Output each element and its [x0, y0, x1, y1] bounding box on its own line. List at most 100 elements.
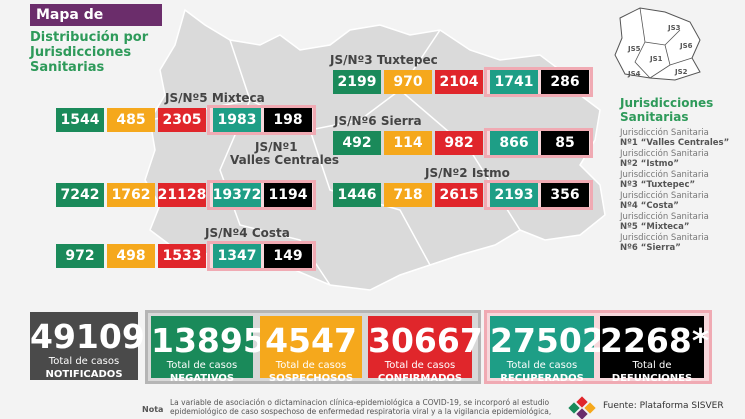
region-value: 2305 — [158, 108, 206, 132]
region-label: JS/Nº4 Costa — [205, 226, 290, 240]
region-label: JS/Nº3 Tuxtepec — [330, 53, 438, 67]
total-value: 13895 — [151, 321, 266, 360]
legend-line: Nº5 “Mixteca” — [620, 222, 690, 232]
total-value: 4547 — [265, 321, 357, 360]
legend-line: Jurisdicción Sanitaria — [620, 212, 709, 222]
legend: Jurisdicción Sanitaria Nº1 “Valles Centra… — [620, 128, 729, 254]
region-value: 114 — [384, 131, 432, 155]
region-value: 7242 — [56, 183, 104, 207]
total-label: SOSPECHOSOS — [268, 373, 354, 384]
region-value: 1544 — [56, 108, 104, 132]
region-value: 1194 — [264, 183, 312, 207]
total-label: Total de casos — [48, 356, 120, 367]
region-value: 492 — [333, 131, 381, 155]
total-label: Total de — [632, 360, 672, 371]
region-value: 198 — [264, 108, 312, 132]
legend-line: Jurisdicción Sanitaria — [620, 191, 709, 201]
region-value: 2104 — [435, 70, 483, 94]
legend-line: Nº4 “Costa” — [620, 201, 679, 211]
region-value: 1446 — [333, 183, 381, 207]
total-label: Total de casos — [275, 360, 347, 371]
source: Fuente: Plataforma SISVER — [603, 401, 724, 411]
region-value: 982 — [435, 131, 483, 155]
total-label: Total de casos — [384, 360, 456, 371]
legend-line: Jurisdicción Sanitaria — [620, 149, 709, 159]
region-value: 1533 — [158, 244, 206, 268]
region-value: 1347 — [213, 244, 261, 268]
legend-line: Nº6 “Sierra” — [620, 243, 681, 253]
total-label: Total de casos — [166, 360, 238, 371]
total-box: 13895 Total de casos NEGATIVOS — [151, 316, 266, 384]
subtitle-line: Distribución por — [30, 30, 149, 45]
note-line: epidemiológico de caso sospechoso de enf… — [170, 407, 552, 416]
total-box: 49109 Total de casos NOTIFICADOS — [30, 312, 145, 380]
title: Mapa de Oaxaca — [30, 4, 162, 45]
region-value: 866 — [490, 131, 538, 155]
region-label: JS/Nº6 Sierra — [334, 114, 422, 128]
mini-map-label: JS2 — [675, 68, 688, 76]
region-value: 149 — [264, 244, 312, 268]
legend-line: Jurisdicción Sanitaria — [620, 128, 709, 138]
subtitle-line: Sanitarias — [30, 60, 105, 75]
region-value: 2199 — [333, 70, 381, 94]
region-value: 972 — [56, 244, 104, 268]
mini-map-label: JS3 — [668, 24, 681, 32]
region-value: 2193 — [490, 183, 538, 207]
region-value: 498 — [107, 244, 155, 268]
total-label: RECUPERADOS — [500, 373, 584, 384]
region-label: Valles Centrales — [230, 153, 340, 167]
note-line: La variable de asociación o dictaminacio… — [170, 398, 550, 407]
region-label: JS/Nº5 Mixteca — [165, 91, 265, 105]
mini-map-label: JS5 — [628, 45, 641, 53]
legend-item: Jurisdicción Sanitaria Nº2 “Istmo” — [620, 149, 729, 169]
logo — [568, 396, 596, 419]
legend-line: Nº3 “Tuxtepec” — [620, 180, 696, 190]
legend-item: Jurisdicción Sanitaria Nº1 “Valles Centra… — [620, 128, 729, 148]
legend-line: Jurisdicción Sanitaria — [620, 170, 709, 180]
total-box: 4547 Total de casos SOSPECHOSOS — [260, 316, 362, 384]
region-label: JS/Nº1 — [255, 140, 298, 154]
region-value: 2615 — [435, 183, 483, 207]
subtitle-line: Jurisdicciones — [30, 45, 132, 60]
total-value: 30667 — [368, 321, 483, 360]
total-label: DEFUNCIONES — [611, 373, 693, 384]
legend-title-line: Sanitarias — [620, 110, 689, 124]
region-value: 718 — [384, 183, 432, 207]
region-value: 485 — [107, 108, 155, 132]
legend-item: Jurisdicción Sanitaria Nº4 “Costa” — [620, 191, 729, 211]
total-box: 27502 Total de casos RECUPERADOS — [490, 316, 605, 384]
mini-map-divisions — [634, 7, 693, 79]
region-value: 1983 — [213, 108, 261, 132]
total-value: 27502 — [490, 321, 605, 360]
region-value: 85 — [541, 131, 589, 155]
region-value: 356 — [541, 183, 589, 207]
legend-title: Jurisdicciones Sanitarias — [620, 96, 713, 124]
total-label: NOTIFICADOS — [45, 369, 123, 380]
mini-map-label: JS4 — [628, 70, 641, 78]
region-value: 1762 — [107, 183, 155, 207]
region-label: JS/Nº2 Istmo — [425, 166, 510, 180]
total-label: CONFIRMADOS — [377, 373, 463, 384]
legend-title-line: Jurisdicciones — [620, 96, 714, 110]
region-value: 1741 — [490, 70, 538, 94]
mini-map-label: JS1 — [650, 55, 663, 63]
region-value: 970 — [384, 70, 432, 94]
legend-item: Jurisdicción Sanitaria Nº3 “Tuxtepec” — [620, 170, 729, 190]
region-value: 19372 — [213, 183, 261, 207]
legend-item: Jurisdicción Sanitaria Nº5 “Mixteca” — [620, 212, 729, 232]
legend-item: Jurisdicción Sanitaria Nº6 “Sierra” — [620, 233, 729, 253]
total-value: 2268* — [600, 321, 710, 360]
legend-line: Jurisdicción Sanitaria — [620, 233, 709, 243]
total-label: NEGATIVOS — [169, 373, 235, 384]
region-value: 21128 — [158, 183, 206, 207]
legend-line: Nº2 “Istmo” — [620, 159, 679, 169]
total-box: 2268* Total de DEFUNCIONES — [600, 316, 710, 384]
subtitle: Distribución por Jurisdicciones Sanitari… — [30, 30, 148, 75]
total-box: 30667 Total de casos CONFIRMADOS — [368, 316, 483, 384]
total-label: Total de casos — [506, 360, 578, 371]
note-label: Nota — [142, 405, 164, 414]
region-value: 286 — [541, 70, 589, 94]
total-value: 49109 — [30, 317, 145, 356]
mini-map-label: JS6 — [680, 42, 693, 50]
